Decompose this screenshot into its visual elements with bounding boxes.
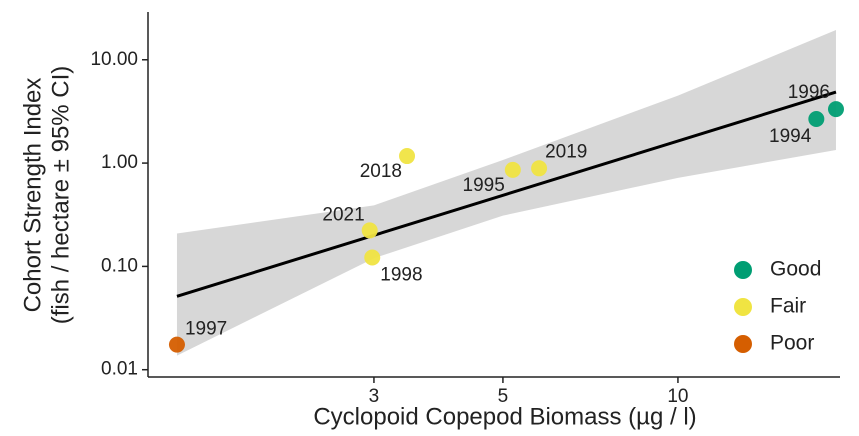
fit-line	[176, 90, 837, 298]
y-tick-label: 0.01	[101, 359, 138, 380]
y-axis-title: (fish / hectare ± 95% CI)	[47, 66, 74, 325]
point-label: 1994	[769, 126, 812, 147]
data-point	[827, 101, 844, 118]
point-label: 2021	[322, 204, 364, 225]
y-tick-label: 10.00	[90, 49, 138, 70]
x-axis-title: Cyclopoid Copepod Biomass (µg / l)	[313, 403, 696, 430]
data-point	[399, 148, 416, 165]
point-label: 2018	[360, 161, 402, 182]
data-point	[808, 111, 825, 128]
legend-label: Fair	[770, 295, 806, 318]
data-point	[504, 161, 521, 178]
x-tick-label: 3	[369, 386, 380, 407]
legend-label: Poor	[770, 332, 814, 355]
data-point	[364, 249, 381, 266]
y-axis-title: Cohort Strength Index	[19, 78, 46, 313]
legend-label: Good	[770, 258, 821, 281]
data-point	[361, 222, 378, 239]
x-tick-label: 5	[498, 386, 509, 407]
data-point	[531, 160, 548, 177]
point-label: 1995	[463, 175, 505, 196]
point-label: 1997	[185, 319, 227, 340]
y-tick-label: 1.00	[101, 152, 138, 173]
legend-marker	[734, 261, 752, 279]
data-point	[168, 336, 185, 353]
point-label: 2019	[545, 141, 587, 162]
legend-marker	[734, 298, 752, 316]
point-label: 1996	[788, 82, 830, 103]
point-label: 1998	[380, 264, 422, 285]
x-tick-label: 10	[667, 386, 688, 407]
y-tick-label: 0.10	[101, 255, 138, 276]
legend-marker	[734, 335, 752, 353]
